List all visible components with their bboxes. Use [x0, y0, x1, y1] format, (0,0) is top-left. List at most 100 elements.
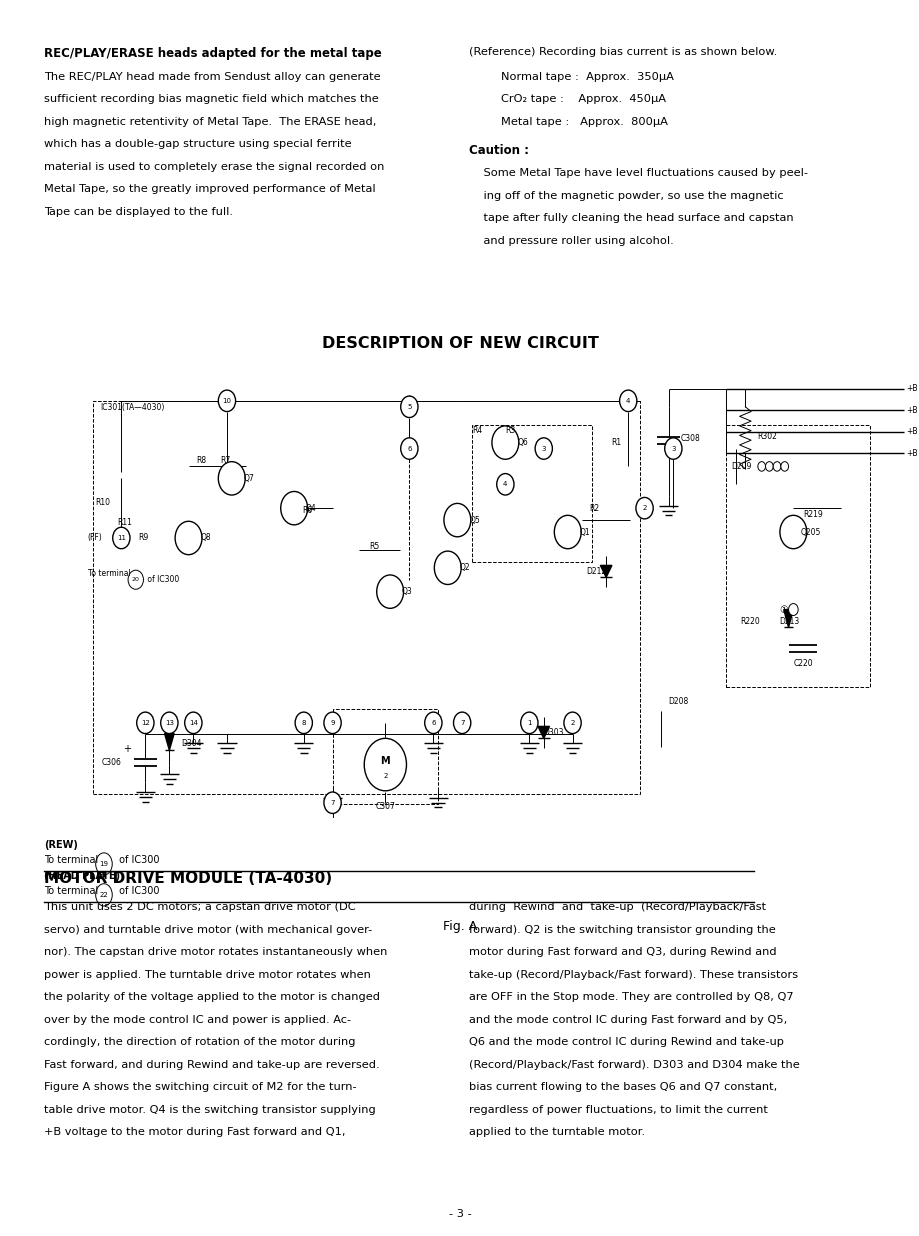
Text: - 3 -: - 3 -: [448, 1209, 471, 1219]
Text: D303: D303: [542, 728, 563, 737]
Ellipse shape: [757, 462, 765, 471]
Text: R219: R219: [802, 509, 822, 519]
Text: 9: 9: [330, 719, 335, 726]
Text: during  Rewind  and  take-up  (Record/Playback/Fast: during Rewind and take-up (Record/Playba…: [469, 902, 766, 912]
Ellipse shape: [161, 712, 177, 733]
Text: R302: R302: [756, 433, 776, 441]
Text: table drive motor. Q4 is the switching transistor supplying: table drive motor. Q4 is the switching t…: [44, 1105, 376, 1115]
Ellipse shape: [295, 712, 312, 733]
Text: Normal tape :  Approx.  350μA: Normal tape : Approx. 350μA: [501, 72, 674, 82]
Text: cordingly, the direction of rotation of the motor during: cordingly, the direction of rotation of …: [44, 1037, 356, 1047]
Text: 7: 7: [330, 800, 335, 806]
Text: 5: 5: [407, 404, 411, 410]
Ellipse shape: [765, 462, 772, 471]
Text: Figure A shows the switching circuit of M2 for the turn-: Figure A shows the switching circuit of …: [44, 1083, 357, 1093]
Text: Q2: Q2: [460, 564, 470, 572]
Text: the polarity of the voltage applied to the motor is changed: the polarity of the voltage applied to t…: [44, 993, 380, 1002]
Text: 11: 11: [117, 535, 126, 541]
Text: 1: 1: [527, 719, 531, 726]
Text: R9: R9: [138, 534, 148, 543]
Text: R6: R6: [301, 506, 312, 515]
Text: (FF): (FF): [87, 534, 102, 543]
Text: Q205: Q205: [800, 528, 820, 536]
Ellipse shape: [280, 492, 307, 525]
Text: 2: 2: [570, 719, 574, 726]
Text: of IC300: of IC300: [116, 886, 159, 896]
Text: Q6: Q6: [516, 438, 528, 447]
Ellipse shape: [113, 528, 130, 549]
Ellipse shape: [535, 438, 551, 460]
Ellipse shape: [128, 570, 143, 590]
Ellipse shape: [137, 712, 153, 733]
Text: over by the mode control IC and power is applied. Ac-: over by the mode control IC and power is…: [44, 1015, 351, 1025]
Ellipse shape: [618, 391, 636, 412]
Text: which has a double-gap structure using special ferrite: which has a double-gap structure using s…: [44, 140, 351, 150]
Text: 3: 3: [541, 445, 545, 451]
Text: C306: C306: [101, 758, 121, 766]
Text: R10: R10: [95, 498, 109, 507]
Text: IC301(TA—4030): IC301(TA—4030): [100, 403, 165, 413]
Text: Tape can be displayed to the full.: Tape can be displayed to the full.: [44, 206, 233, 216]
Text: CrO₂ tape :    Approx.  450μA: CrO₂ tape : Approx. 450μA: [501, 94, 665, 104]
Ellipse shape: [434, 551, 460, 585]
Text: Q8: Q8: [200, 534, 211, 543]
Ellipse shape: [218, 391, 235, 412]
Text: Fig. A: Fig. A: [442, 920, 477, 933]
Text: (HEAD PLATE): (HEAD PLATE): [44, 871, 120, 881]
Polygon shape: [165, 733, 174, 750]
Ellipse shape: [664, 438, 681, 460]
Text: Q7: Q7: [244, 473, 255, 483]
Text: take-up (Record/Playback/Fast forward). These transistors: take-up (Record/Playback/Fast forward). …: [469, 970, 798, 980]
Text: REC/PLAY/ERASE heads adapted for the metal tape: REC/PLAY/ERASE heads adapted for the met…: [44, 47, 381, 61]
Ellipse shape: [425, 712, 441, 733]
Ellipse shape: [401, 396, 417, 418]
Text: To terminal: To terminal: [87, 570, 130, 578]
Text: Metal Tape, so the greatly improved performance of Metal: Metal Tape, so the greatly improved perf…: [44, 184, 375, 194]
Text: 20: 20: [131, 577, 140, 582]
Text: forward). Q2 is the switching transistor grounding the: forward). Q2 is the switching transistor…: [469, 925, 775, 934]
Text: R220: R220: [740, 617, 759, 625]
Text: 2: 2: [641, 506, 646, 512]
Text: are OFF in the Stop mode. They are controlled by Q8, Q7: are OFF in the Stop mode. They are contr…: [469, 993, 793, 1002]
Text: 19: 19: [99, 861, 108, 866]
Text: R1: R1: [610, 438, 620, 447]
Text: D208: D208: [668, 697, 688, 706]
Ellipse shape: [635, 497, 652, 519]
Ellipse shape: [218, 462, 245, 496]
Text: +B voltage to the motor during Fast forward and Q1,: +B voltage to the motor during Fast forw…: [44, 1127, 346, 1137]
Ellipse shape: [554, 515, 581, 549]
Text: Q5: Q5: [469, 515, 480, 524]
Ellipse shape: [779, 515, 806, 549]
Text: sufficient recording bias magnetic field which matches the: sufficient recording bias magnetic field…: [44, 94, 379, 104]
Ellipse shape: [364, 738, 406, 791]
Text: DESCRIPTION OF NEW CIRCUIT: DESCRIPTION OF NEW CIRCUIT: [322, 336, 597, 351]
Text: motor during Fast forward and Q3, during Rewind and: motor during Fast forward and Q3, during…: [469, 947, 776, 957]
Text: regardless of power fluctuations, to limit the current: regardless of power fluctuations, to lim…: [469, 1105, 767, 1115]
Text: 13: 13: [165, 719, 174, 726]
Text: 4: 4: [503, 481, 507, 487]
Text: Q3: Q3: [402, 587, 413, 596]
Text: +B: +B: [905, 405, 917, 415]
Text: Some Metal Tape have level fluctuations caused by peel-: Some Metal Tape have level fluctuations …: [469, 168, 807, 178]
Text: applied to the turntable motor.: applied to the turntable motor.: [469, 1127, 644, 1137]
Ellipse shape: [492, 426, 518, 460]
Text: +B: +B: [905, 449, 917, 457]
Text: 4: 4: [625, 398, 630, 404]
Text: R7: R7: [220, 456, 231, 465]
Text: 6: 6: [431, 719, 435, 726]
Ellipse shape: [496, 473, 514, 496]
Text: This unit uses 2 DC motors; a capstan drive motor (DC: This unit uses 2 DC motors; a capstan dr…: [44, 902, 356, 912]
Ellipse shape: [788, 603, 798, 616]
Ellipse shape: [175, 522, 202, 555]
Text: The REC/PLAY head made from Sendust alloy can generate: The REC/PLAY head made from Sendust allo…: [44, 72, 380, 82]
Text: servo) and turntable drive motor (with mechanical gover-: servo) and turntable drive motor (with m…: [44, 925, 372, 934]
Polygon shape: [600, 565, 611, 577]
Text: 8: 8: [301, 719, 306, 726]
Polygon shape: [783, 609, 792, 628]
Text: Q6 and the mode control IC during Rewind and take-up: Q6 and the mode control IC during Rewind…: [469, 1037, 783, 1047]
Text: R3: R3: [505, 426, 515, 435]
Text: nor). The capstan drive motor rotates instantaneously when: nor). The capstan drive motor rotates in…: [44, 947, 387, 957]
Text: To terminal: To terminal: [44, 855, 98, 865]
Text: D304: D304: [181, 739, 201, 748]
Text: MOTOR DRIVE MODULE (TA-4030): MOTOR DRIVE MODULE (TA-4030): [44, 871, 332, 886]
